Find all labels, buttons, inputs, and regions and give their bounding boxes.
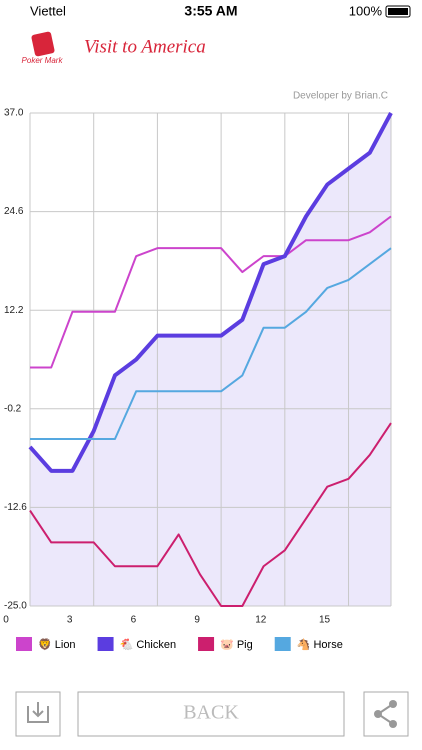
y-tick-label: 12.2	[4, 305, 24, 316]
battery-icon	[385, 5, 411, 18]
x-tick-label: 0	[3, 615, 9, 626]
area	[30, 113, 391, 606]
logo-text: Poker Mark	[22, 56, 64, 65]
download-icon	[27, 702, 49, 723]
share-dot	[389, 720, 397, 728]
chart: 37.0 24.6 12.2 -0.2 -12.6 -25.0 0 3 6 9 12 15 🦁 Lion…	[3, 108, 393, 651]
x-tick-label: 9	[194, 615, 200, 626]
back-button[interactable]	[77, 691, 345, 737]
y-tick-label: -0.2	[4, 403, 22, 414]
legend-swatch	[97, 637, 114, 651]
clock: 3:55 AM	[184, 3, 237, 19]
y-tick-label: 24.6	[4, 206, 24, 217]
back-label: BACK	[183, 702, 239, 724]
download-button[interactable]	[15, 691, 61, 737]
x-tick-label: 6	[131, 615, 137, 626]
y-tick-label: -12.6	[4, 502, 27, 513]
legend-swatch	[16, 637, 32, 651]
x-tick-label: 15	[319, 615, 331, 626]
line	[28, 112, 393, 473]
legend-label: 🐷 Pig	[220, 639, 253, 651]
share-dot	[374, 710, 382, 718]
line	[30, 247, 392, 441]
share-button[interactable]	[363, 691, 409, 737]
app-title: Visit to America	[84, 36, 206, 57]
credit: Developer by Brian.C	[293, 91, 388, 102]
y-tick-label: -25.0	[4, 601, 27, 612]
line	[30, 215, 392, 369]
legend-swatch	[198, 637, 215, 651]
legend-label: 🦁 Lion	[38, 638, 76, 651]
x-tick-label: 12	[255, 615, 267, 626]
logo-card	[31, 31, 55, 57]
share-dot	[389, 700, 397, 708]
battery-fill	[388, 8, 408, 15]
line	[29, 422, 392, 607]
carrier: Viettel	[30, 3, 66, 18]
battery-level: 100%	[349, 3, 383, 18]
legend-swatch	[274, 637, 291, 651]
x-tick-label: 3	[67, 615, 73, 626]
legend-label: 🐴 Horse	[297, 638, 343, 651]
legend-label: 🐔 Chicken	[120, 638, 177, 651]
y-tick-label: 37.0	[4, 108, 24, 119]
